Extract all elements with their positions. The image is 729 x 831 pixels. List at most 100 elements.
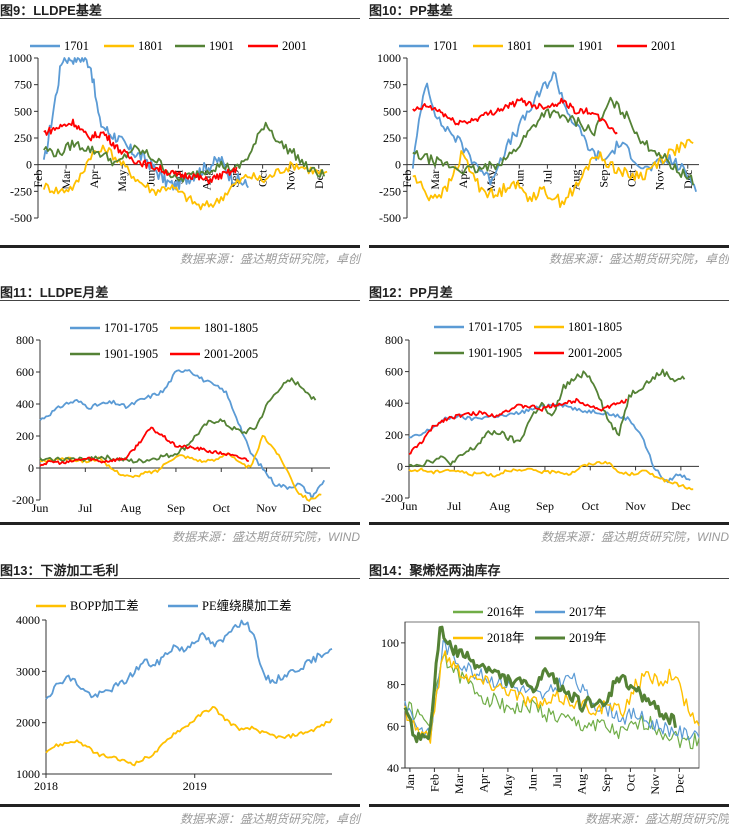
x-tick-label: Oct bbox=[213, 501, 231, 515]
y-tick-label: 0 bbox=[397, 459, 403, 473]
series-line-1 bbox=[45, 706, 333, 767]
legend: 1701-1705 1801-1805 1901-1905 2001-2005 bbox=[70, 321, 258, 361]
legend-label: 1701-1705 bbox=[104, 321, 158, 335]
x-tick-label: Nov bbox=[284, 170, 298, 191]
x-tick-label: Sep bbox=[167, 501, 185, 515]
title-rule bbox=[0, 578, 360, 579]
chart-lldpe-spread: -200 0 200 400 600 800 Jun Jul Aug Sep Oct Nov Dec 17… bbox=[12, 321, 330, 515]
y-tick-label: 100 bbox=[381, 636, 399, 650]
x-tick-label: Dec bbox=[302, 501, 321, 515]
legend: 1701 1801 1901 2001 bbox=[30, 39, 307, 53]
x-tick-label: Nov bbox=[648, 774, 662, 795]
source-note: 数据来源：盛达期货研究院，卓创 bbox=[548, 252, 729, 266]
x-tick-label: Apr bbox=[87, 170, 101, 189]
legend-label: 1901-1905 bbox=[468, 346, 522, 360]
series-line-2 bbox=[404, 640, 700, 741]
series-line-1 bbox=[408, 403, 691, 484]
legend-label: 2017年 bbox=[569, 605, 607, 619]
legend-label: PE缠绕膜加工差 bbox=[202, 598, 292, 613]
legend-label: 1901-1905 bbox=[104, 347, 158, 361]
source-note: 数据来源：盛达期货研究院，卓创 bbox=[179, 252, 360, 266]
y-tick-label: 60 bbox=[387, 719, 399, 733]
y-tick-label: 750 bbox=[14, 78, 32, 92]
x-tick-label: Sep bbox=[536, 499, 554, 513]
y-tick-label: 250 bbox=[383, 131, 401, 145]
figure-panel-9: 图9：LLDPE基差 -500 -250 0 250 500 750 1000 Feb Mar A… bbox=[0, 0, 360, 272]
x-tick-label: Mar bbox=[452, 774, 466, 794]
x-tick-label: 2019 bbox=[183, 779, 207, 793]
x-tick-label: Jul bbox=[78, 501, 93, 515]
x-tick-label: Nov bbox=[653, 170, 667, 191]
series-line-3 bbox=[43, 121, 326, 183]
legend: 2016年 2017年 2018年 2019年 bbox=[453, 605, 607, 645]
y-tick-label: -200 bbox=[381, 491, 403, 505]
x-tick-label: Jul bbox=[550, 773, 564, 788]
bottom-rule bbox=[369, 522, 729, 525]
y-tick-label: 200 bbox=[16, 429, 34, 443]
series-line-4 bbox=[403, 625, 677, 744]
bottom-rule bbox=[369, 804, 729, 807]
y-tick-label: 400 bbox=[16, 397, 34, 411]
legend: 1701 1801 1901 2001 bbox=[399, 39, 676, 53]
y-tick-label: 250 bbox=[14, 131, 32, 145]
series-line-1 bbox=[42, 57, 249, 191]
y-tick-label: 200 bbox=[385, 428, 403, 442]
x-tick-label: Jul bbox=[447, 499, 462, 513]
x-tick-label: Feb bbox=[31, 170, 45, 188]
series-line-2 bbox=[45, 619, 333, 700]
y-tick-label: 1000 bbox=[8, 51, 32, 65]
x-tick-label: Oct bbox=[256, 169, 270, 187]
title-rule bbox=[0, 18, 360, 19]
series-line-4 bbox=[412, 97, 618, 135]
figure-panel-14: 图14：聚烯烃两油库存 40 60 80 100 Jan Feb Mar Apr May Jun J… bbox=[369, 560, 729, 831]
x-tick-label: May bbox=[501, 774, 515, 796]
x-tick-label: Oct bbox=[623, 773, 637, 791]
legend-label: 1801 bbox=[138, 39, 163, 53]
series-line-1 bbox=[411, 71, 697, 193]
bottom-rule bbox=[0, 522, 360, 525]
title-rule bbox=[369, 18, 729, 19]
figure-panel-12: 图12：PP月差 -200 0 200 400 600 800 Jun Jul Aug Sep Oc… bbox=[369, 282, 729, 550]
legend-label: 1701 bbox=[64, 39, 89, 53]
legend-label: 1801 bbox=[507, 39, 532, 53]
x-tick-label: Jul bbox=[540, 169, 554, 184]
y-tick-label: 40 bbox=[387, 761, 399, 775]
x-tick-label: Dec bbox=[312, 170, 326, 189]
x-tick-label: Jan bbox=[403, 774, 417, 790]
x-tick-label: Dec bbox=[672, 774, 686, 793]
panel-title: 图11：LLDPE月差 bbox=[0, 285, 109, 300]
series-line-2 bbox=[412, 138, 694, 208]
legend-label: 2019年 bbox=[569, 631, 607, 645]
legend-label: 2016年 bbox=[487, 605, 525, 619]
source-note: 数据来源：盛达期货研究院，WIND bbox=[172, 530, 360, 544]
legend-label: 2001 bbox=[282, 39, 307, 53]
y-tick-label: 0 bbox=[28, 461, 34, 475]
x-tick-label: Aug bbox=[120, 501, 141, 515]
figure-panel-11: 图11：LLDPE月差 -200 0 200 400 600 800 Jun Jul Aug Se… bbox=[0, 282, 360, 550]
y-tick-label: 4000 bbox=[16, 613, 40, 627]
series-line-2 bbox=[42, 144, 328, 211]
x-tick-label: Sep bbox=[599, 774, 613, 792]
legend-label: 1701 bbox=[433, 39, 458, 53]
x-tick-label: Nov bbox=[625, 499, 646, 513]
y-tick-label: 0 bbox=[26, 158, 32, 172]
title-rule bbox=[369, 300, 729, 301]
series-line-2 bbox=[39, 434, 322, 502]
panel-title: 图13：下游加工毛利 bbox=[0, 563, 119, 578]
y-tick-label: 1000 bbox=[377, 51, 401, 65]
x-tick-label: Apr bbox=[476, 774, 490, 793]
legend-label: 2018年 bbox=[487, 631, 525, 645]
chart-polyolefin-inventory: 40 60 80 100 Jan Feb Mar Apr May Jun Jul Aug Sep Oct N… bbox=[381, 605, 700, 796]
source-note: 数据来源：盛达期货研究院，卓创 bbox=[179, 812, 360, 826]
chart-downstream-margin: 1000 2000 3000 4000 2018 2019 BOPP加工差 PE缠绕膜加工差 bbox=[16, 598, 333, 793]
legend-label: 1801-1805 bbox=[204, 321, 258, 335]
chart-pp-spread: -200 0 200 400 600 800 Jun Jul Aug Sep Oct Nov Dec 17… bbox=[381, 320, 699, 513]
legend-label: 1801-1805 bbox=[568, 320, 622, 334]
y-tick-label: 800 bbox=[385, 333, 403, 347]
y-tick-label: 80 bbox=[387, 678, 399, 692]
y-tick-label: -500 bbox=[379, 211, 401, 225]
series-line-4 bbox=[39, 426, 249, 467]
x-tick-label: Aug bbox=[489, 499, 510, 513]
series-line-2 bbox=[408, 460, 694, 491]
